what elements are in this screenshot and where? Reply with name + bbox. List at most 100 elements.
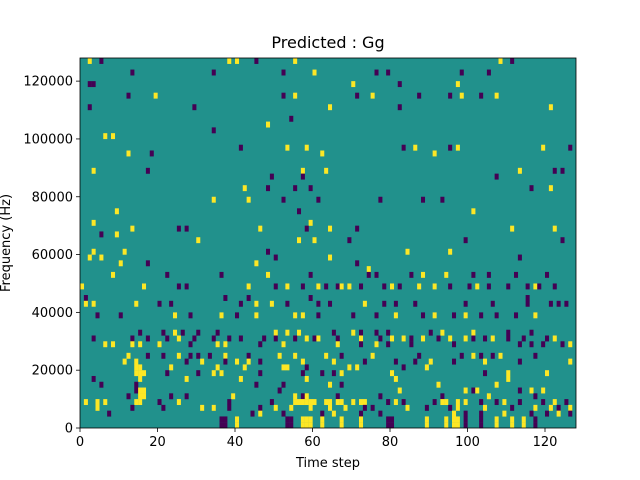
heatmap-cell	[432, 150, 437, 157]
heatmap-cell	[258, 225, 263, 232]
heatmap-cell	[335, 393, 340, 400]
heatmap-cell	[359, 329, 364, 336]
heatmap-cell	[378, 393, 383, 400]
heatmap-cell	[409, 335, 414, 342]
heatmap-cell	[134, 300, 139, 307]
heatmap-cell	[169, 393, 174, 400]
heatmap-cell	[397, 104, 402, 111]
heatmap-cell	[289, 404, 294, 411]
heatmap-cell	[514, 312, 519, 319]
heatmap-cell	[211, 196, 216, 203]
heatmap-cell	[440, 329, 445, 336]
heatmap-cell	[355, 364, 360, 371]
heatmap-cell	[176, 225, 181, 232]
heatmap-cell	[184, 393, 189, 400]
chart-title: Predicted : Gg	[271, 33, 384, 52]
heatmap-cell	[293, 352, 298, 359]
heatmap-cell	[517, 167, 522, 174]
heatmap-cell	[308, 399, 313, 406]
heatmap-cell	[304, 399, 309, 406]
heatmap-cell	[285, 144, 290, 151]
heatmap-cell	[351, 312, 356, 319]
heatmap-cell	[95, 312, 100, 319]
heatmap-cell	[390, 283, 395, 290]
heatmap-cell	[568, 404, 573, 411]
heatmap-cell	[401, 144, 406, 151]
heatmap-cell	[126, 92, 131, 99]
heatmap-cell	[479, 399, 484, 406]
heatmap-cell	[258, 410, 263, 417]
heatmap-cell	[386, 399, 391, 406]
heatmap-cell	[424, 422, 429, 429]
heatmap-cell	[421, 312, 426, 319]
heatmap-cell	[525, 283, 530, 290]
heatmap-cell	[258, 404, 263, 411]
heatmap-cell	[273, 283, 278, 290]
heatmap-cell	[335, 399, 340, 406]
heatmap-cell	[273, 254, 278, 261]
heatmap-cell	[277, 352, 282, 359]
heatmap-cell	[517, 254, 522, 261]
heatmap-cell	[130, 225, 135, 232]
heatmap-cell	[413, 300, 418, 307]
heatmap-cell	[452, 312, 457, 319]
heatmap-cell	[455, 399, 460, 406]
heatmap-cell	[114, 208, 119, 215]
heatmap-cell	[339, 422, 344, 429]
heatmap-cell	[335, 335, 340, 342]
heatmap-cell	[413, 144, 418, 151]
heatmap-cell	[254, 312, 259, 319]
heatmap-cell	[378, 335, 383, 342]
heatmap-cell	[134, 358, 139, 365]
heatmap-cell	[300, 416, 305, 423]
heatmap-cell	[320, 416, 325, 423]
heatmap-cell	[545, 370, 550, 377]
heatmap-cell	[339, 381, 344, 388]
heatmap-cell	[479, 416, 484, 423]
heatmap-cell	[351, 81, 356, 88]
heatmap-cell	[339, 283, 344, 290]
heatmap-cell	[440, 393, 445, 400]
heatmap-cell	[331, 329, 336, 336]
heatmap-cell	[235, 422, 240, 429]
heatmap-cell	[452, 341, 457, 348]
heatmap-cell	[390, 370, 395, 377]
plot-frame	[79, 57, 577, 429]
heatmap-cell	[397, 283, 402, 290]
heatmap-cell	[498, 58, 503, 64]
heatmap-cell	[134, 370, 139, 377]
heatmap-cell	[273, 404, 278, 411]
x-tick-label: 120	[533, 435, 558, 450]
heatmap-cell	[397, 387, 402, 394]
heatmap-cell	[324, 283, 329, 290]
heatmap-cell	[126, 150, 131, 157]
heatmap-cell	[273, 335, 278, 342]
heatmap-cell	[312, 399, 317, 406]
heatmap-cell	[401, 335, 406, 342]
heatmap-cell	[328, 381, 333, 388]
heatmap-cell	[83, 399, 88, 406]
heatmap-cell	[424, 404, 429, 411]
heatmap-cell	[444, 416, 449, 423]
heatmap-cell	[266, 121, 271, 128]
heatmap-cell	[517, 399, 522, 406]
heatmap-cell	[99, 381, 104, 388]
heatmap-cell	[463, 416, 468, 423]
heatmap-cell	[308, 422, 313, 429]
x-tick-label: 40	[227, 435, 244, 450]
heatmap-cell	[184, 358, 189, 365]
heatmap-cell	[277, 387, 282, 394]
x-axis-label: Time step	[295, 456, 360, 471]
heatmap-cell	[366, 266, 371, 273]
heatmap-cell	[432, 399, 437, 406]
x-tick-label: 100	[455, 435, 480, 450]
heatmap-cell	[548, 300, 553, 307]
heatmap-cell	[308, 185, 313, 192]
heatmap-cell	[304, 375, 309, 382]
heatmap-cell	[424, 364, 429, 371]
heatmap-cell	[475, 387, 480, 394]
heatmap-cell	[246, 295, 251, 301]
heatmap-cell	[541, 387, 546, 394]
heatmap-cell	[235, 58, 240, 64]
heatmap-cell	[393, 358, 398, 365]
